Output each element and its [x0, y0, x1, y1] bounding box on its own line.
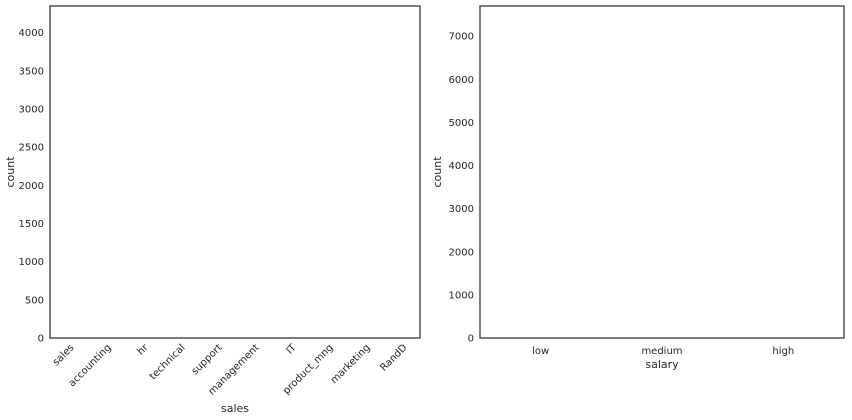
x-axis-label: sales [221, 402, 249, 415]
y-tick-label: 2000 [19, 181, 44, 192]
x-tick-label: IT [284, 342, 299, 357]
y-tick-label: 3500 [19, 66, 44, 77]
x-tick-label: medium [641, 346, 682, 357]
x-tick-label: high [772, 346, 794, 357]
y-tick-label: 4000 [19, 28, 44, 39]
y-tick-label: 3000 [449, 204, 474, 215]
y-tick-label: 0 [468, 334, 474, 345]
x-tick-label: hr [135, 342, 151, 358]
y-tick-label: 1000 [449, 290, 474, 301]
y-axis-label: count [4, 156, 17, 188]
y-tick-label: 3000 [19, 105, 44, 116]
x-tick-label: RandD [378, 342, 409, 373]
y-tick-label: 5000 [449, 118, 474, 129]
plot-frame [479, 5, 845, 339]
plot-frame [49, 5, 421, 339]
y-tick-label: 2500 [19, 143, 44, 154]
y-axis-label: count [431, 156, 444, 188]
x-axis-label: salary [645, 358, 679, 371]
x-tick-label: technical [148, 342, 188, 382]
y-tick-label: 500 [25, 295, 44, 306]
y-tick-label: 4000 [449, 161, 474, 172]
salary-count-chart: 0 1000 2000 3000 4000 5000 6000 7000 low medium hi… [431, 5, 845, 371]
sales-count-chart: 05001000150020002500300035004000salesacc… [4, 5, 421, 415]
y-tick-label: 7000 [449, 32, 474, 43]
y-tick-label: 1500 [19, 219, 44, 230]
y-tick-label: 0 [38, 334, 44, 345]
y-tick-label: 6000 [449, 75, 474, 86]
x-tick-label: support [190, 342, 225, 377]
y-tick-label: 2000 [449, 247, 474, 258]
x-tick-label: sales [51, 342, 77, 368]
y-tick-label: 1000 [19, 257, 44, 268]
x-tick-label: marketing [329, 342, 373, 386]
x-tick-label: low [532, 346, 549, 357]
